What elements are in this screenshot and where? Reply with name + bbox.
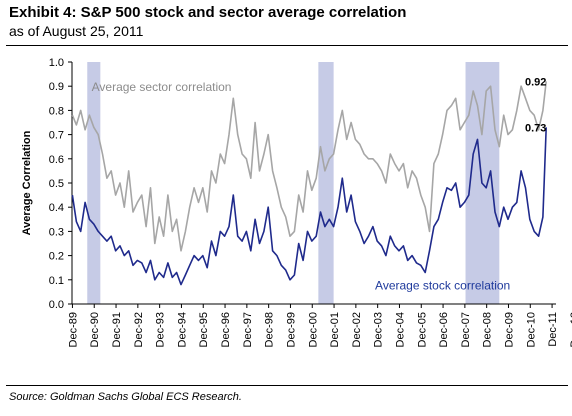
y-tick-label: 0.5 <box>49 178 64 190</box>
series-group <box>71 81 547 286</box>
end-value-label: 0.73 <box>525 122 546 134</box>
bottom-divider <box>6 385 568 386</box>
x-tick-label: Dec-06 <box>438 312 450 347</box>
x-tick-label: Dec-07 <box>460 312 472 347</box>
chart-title: Exhibit 4: S&P 500 stock and sector aver… <box>9 4 407 21</box>
x-tick-label: Dec-08 <box>482 312 494 347</box>
stock-series-label: Average stock correlation <box>375 278 510 292</box>
correlation-chart: 0.0 0.1 0.2 0.3 0.4 0.5 0.6 0.7 0.8 0.9 1.0 Dec-89 D… <box>21 57 572 347</box>
y-axis-label: Average Correlation <box>21 130 33 235</box>
recession-shade-0 <box>87 62 101 304</box>
y-tick-label: 0.9 <box>49 81 64 93</box>
x-tick-label: Dec-00 <box>307 312 319 347</box>
x-tick-label: Dec-98 <box>264 312 276 347</box>
sector-series-label: Average sector correlation <box>92 80 232 94</box>
x-tick-label: Dec-01 <box>329 312 341 347</box>
x-tick-label: Dec-02 <box>351 312 363 347</box>
chart-subtitle: as of August 25, 2011 <box>9 23 144 39</box>
x-tick-label: Dec-94 <box>176 312 188 347</box>
stock-correlation-line <box>71 127 547 286</box>
x-tick-label: Dec-03 <box>373 312 385 347</box>
x-tick-label: Dec-97 <box>242 312 254 347</box>
source-note: Source: Goldman Sachs Global ECS Researc… <box>9 391 242 403</box>
sector-correlation-line <box>71 81 547 252</box>
x-tick-label: Dec-93 <box>155 312 167 347</box>
x-tick-label: Dec-09 <box>503 312 515 347</box>
top-divider <box>6 45 568 46</box>
y-tick-label: 0.6 <box>49 154 64 166</box>
x-tick-label: Dec-92 <box>133 312 145 347</box>
y-tick-label: 0.2 <box>49 251 64 263</box>
y-tick-label: 0.4 <box>49 202 64 214</box>
x-tick-label: Dec-96 <box>220 312 232 347</box>
y-tick-label: 0.1 <box>49 275 64 287</box>
y-tick-label: 0.0 <box>49 299 64 311</box>
x-tick-label: Dec-99 <box>285 312 297 347</box>
y-tick-label: 0.8 <box>49 105 64 117</box>
x-tick-label: Dec-11 <box>547 312 559 347</box>
x-tick-label: Dec-91 <box>111 312 123 347</box>
x-tick-label: Dec-90 <box>89 312 101 347</box>
end-value-label: 0.92 <box>525 76 546 88</box>
x-tick-label: Dec-05 <box>416 312 428 347</box>
axes-group: 0.0 0.1 0.2 0.3 0.4 0.5 0.6 0.7 0.8 0.9 1.0 Dec-89 D… <box>21 57 572 347</box>
y-tick-label: 0.7 <box>49 130 64 142</box>
x-tick-label: Dec-12 <box>569 312 572 347</box>
x-tick-label: Dec-04 <box>394 312 406 347</box>
x-tick-label: Dec-89 <box>67 312 79 347</box>
x-tick-label: Dec-95 <box>198 312 210 347</box>
recession-shade-1 <box>318 62 334 304</box>
y-tick-label: 0.3 <box>49 226 64 238</box>
y-tick-label: 1.0 <box>49 57 64 69</box>
recession-shading-group <box>87 62 500 304</box>
labels-group: Average sector correlation Average stock … <box>92 76 547 292</box>
x-tick-label: Dec-10 <box>525 312 537 347</box>
